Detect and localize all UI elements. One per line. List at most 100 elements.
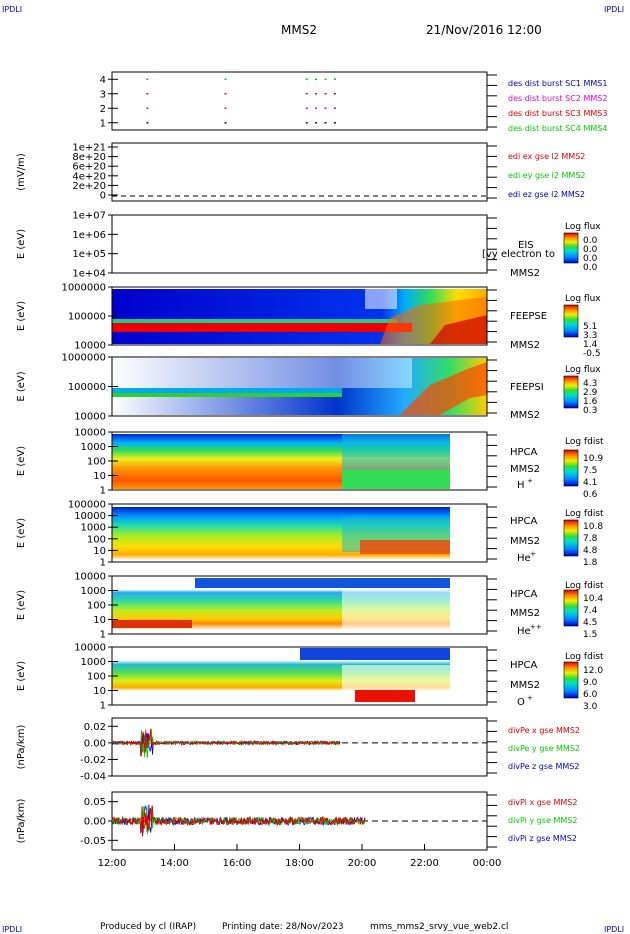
hpca-he-post-hot [360,540,450,554]
feepsi-green-band [112,393,342,397]
y-tick-label: 1000000 [61,353,106,364]
y-tick-label: 10000 [74,643,106,654]
colorbar-tick-label: 4.3 [583,379,597,389]
y-tick-label: -0.04 [80,772,106,783]
colorbar-tick-label: 0.6 [583,490,598,500]
colorbar-title: Log fdist [565,652,604,662]
legend-entry: divPe z gse MMS2 [508,762,579,771]
instrument-label: HPCA [510,447,538,458]
y-tick-label: 10 [93,546,106,557]
datetime-title: 21/Nov/2016 12:00 [426,23,542,37]
y-axis-label: E (eV) [16,301,27,331]
instrument-label: FEEPSE [510,311,547,322]
y-tick-label: -0.05 [80,836,106,847]
colorbar-tick-label: 4.8 [583,546,598,556]
hpca-hepp-top-band [195,578,450,588]
colorbar-tick-label: 5.1 [583,322,597,332]
y-tick-label: 1000 [81,657,106,668]
y-tick-label: 0.05 [84,797,106,808]
y-tick-label: 100 [87,601,106,612]
x-tick-label: 12:00 [98,858,127,869]
colorbar-tick-label: 2.9 [583,388,598,398]
y-tick-label: 100000 [68,382,106,393]
y-axis-label: E (eV) [16,590,27,620]
divergence-series-line [111,728,341,757]
hpca-o-colorbar [563,661,579,699]
instrument-label: HPCA [510,516,538,527]
feepsi-cyan-band [112,388,342,393]
legend-entry: divPe x gse MMS2 [508,726,580,735]
colorbar-title: Log fdist [565,437,604,447]
y-tick-label: 10000 [74,412,106,423]
feepse-colorbar [563,304,579,338]
legend-entry: divPe y gse MMS2 [508,744,580,753]
colorbar-tick-label: 3.0 [583,702,598,712]
feepsi-rise [400,362,487,415]
y-tick-label: 10 [93,471,106,482]
species-label: He [517,626,531,637]
corner-label-br: IPDLI [604,925,624,934]
y-tick-label: 10 [93,615,106,626]
colorbar-tick-label: 7.5 [583,466,597,476]
spacecraft-label: MMS2 [510,464,540,475]
colorbar-tick-label: 12.0 [583,666,603,676]
colorbar-tick-label: 6.0 [583,690,598,700]
y-tick-label: 1000000 [61,283,106,294]
y-tick-label: 1e+04 [72,269,106,280]
feepsi-top-speckle [112,358,412,388]
y-axis-label: E (eV) [16,229,27,259]
y-tick-label: 1e+07 [72,211,106,222]
y-tick-label: 1000 [81,442,106,453]
colorbar-title: Log fdist [565,509,604,519]
y-tick-label: 1 [100,558,106,569]
species-label: O [517,697,525,708]
y-tick-label: 2e+20 [72,181,106,192]
colorbar-tick-label: -0.5 [583,349,601,359]
x-tick-label: 18:00 [285,858,314,869]
y-tick-label: 10000 [74,511,106,522]
y-tick-label: 3 [100,89,106,100]
y-axis-label: (mV/m) [16,153,27,191]
spacecraft-label: MMS2 [510,268,540,279]
panel-frame-hpca-he [111,503,488,563]
y-tick-label: 1 [100,630,106,641]
y-tick-label: 8e+20 [72,152,106,163]
colorbar-tick-label: 0.0 [583,236,598,246]
instrument-label: HPCA [510,589,538,600]
species-label: He [517,553,531,564]
feepse-red-band [112,323,412,332]
y-axis-label: E (eV) [16,661,27,691]
hpca-hepp-red [112,620,192,628]
y-tick-label: -0.02 [80,755,106,766]
y-tick-label: 10 [93,686,106,697]
colorbar-tick-label: 0.0 [583,245,598,255]
y-tick-label: 100 [87,457,106,468]
colorbar-title: Log flux [565,294,601,304]
x-tick-label: 00:00 [473,858,502,869]
spacecraft-title: MMS2 [281,23,317,37]
spacecraft-label: MMS2 [510,410,540,421]
divergence-series-line [111,805,366,837]
legend-entry: des dist burst SC3 MMS3 [508,109,607,118]
corner-label-bl: IPDLI [2,925,22,934]
x-tick-label: 16:00 [223,858,252,869]
species-charge: + [527,477,533,485]
corner-label-tl: IPDLI [2,5,22,14]
colorbar-tick-label: 1.5 [583,630,597,640]
y-tick-label: 1 [100,486,106,497]
y-tick-label: 10000 [74,428,106,439]
legend-entry: des dist burst SC2 MMS2 [508,94,607,103]
y-tick-label: 1e+21 [72,143,106,154]
colorbar-tick-label: 1.8 [583,558,598,568]
y-tick-label: 100000 [68,500,106,511]
legend-entry: edi ey gse l2 MMS2 [508,171,586,180]
hpca-hepp-post [342,590,450,630]
legend-entry: divPi z gse MMS2 [508,834,577,843]
colorbar-tick-label: 4.1 [583,478,597,488]
colorbar-title: Log flux [565,365,601,375]
y-tick-label: 2 [100,104,106,115]
y-tick-label: 0.00 [84,817,106,828]
hpca-o-top-band [300,648,450,660]
colorbar-tick-label: 0.0 [583,254,598,264]
